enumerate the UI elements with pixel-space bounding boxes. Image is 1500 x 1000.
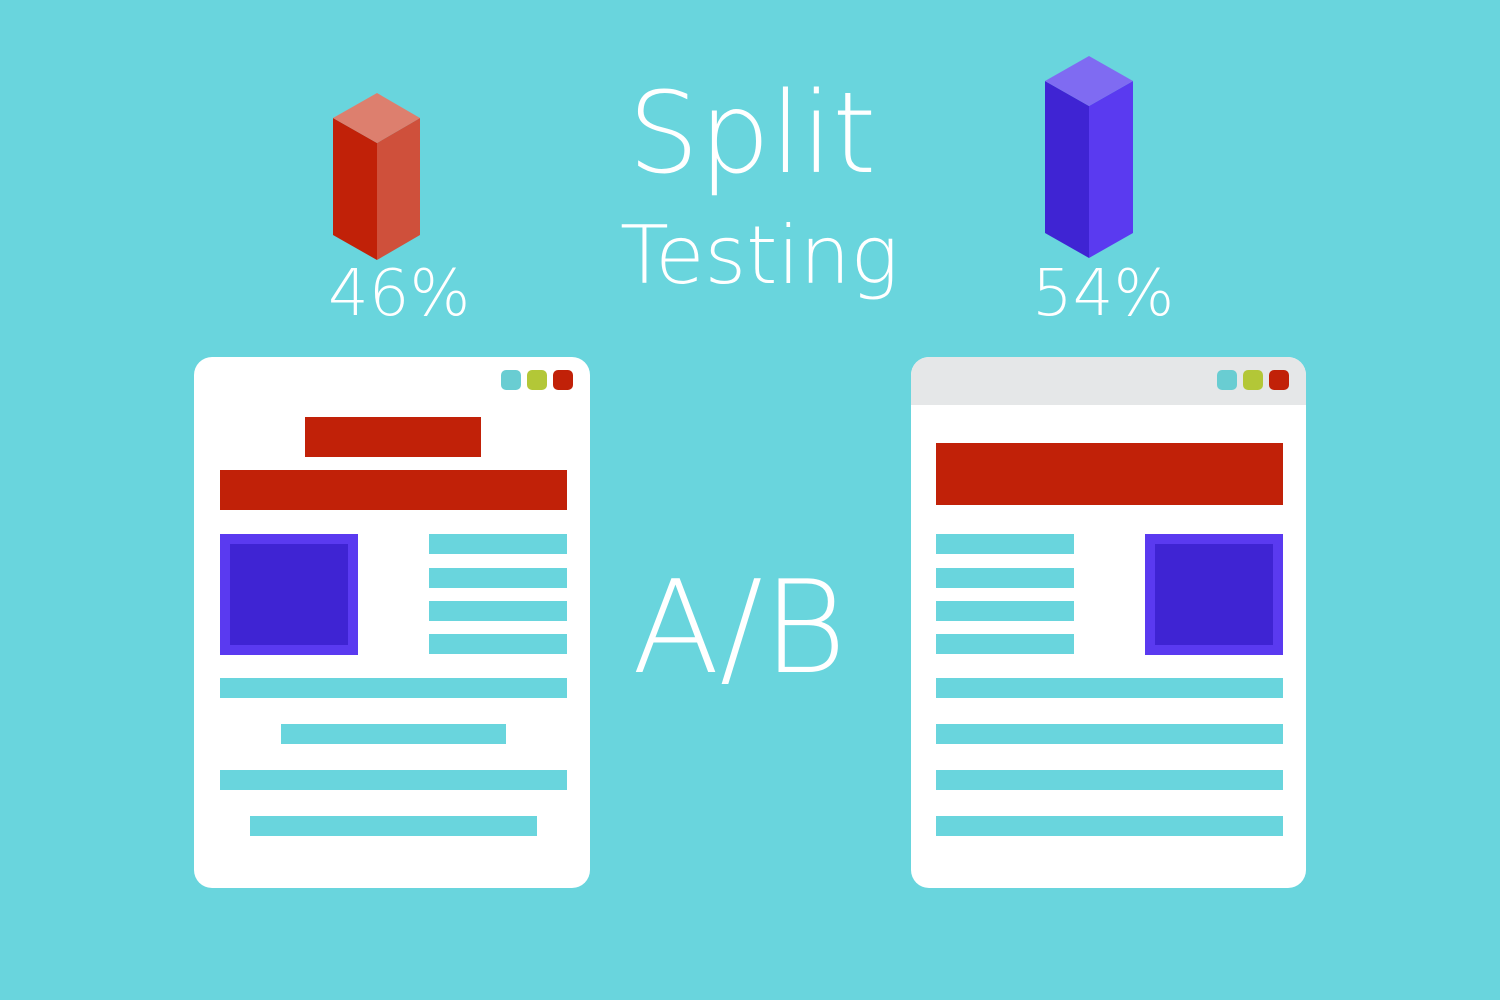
text-line	[429, 534, 567, 554]
image-block	[220, 534, 358, 655]
text-line	[250, 816, 537, 836]
text-line	[429, 568, 567, 588]
bar-prism-a	[333, 93, 420, 260]
banner-block	[936, 443, 1283, 505]
text-line	[220, 678, 567, 698]
image-block	[1145, 534, 1283, 655]
title-testing: Testing	[620, 209, 899, 302]
window-dot-icon	[501, 370, 521, 390]
window-dot-icon	[527, 370, 547, 390]
text-line	[281, 724, 506, 744]
text-line	[936, 634, 1074, 654]
percent-b: 54%	[1032, 257, 1175, 331]
window-dot-icon	[553, 370, 573, 390]
ab-label: A/B	[632, 554, 847, 703]
banner-block	[220, 470, 567, 510]
text-line	[936, 770, 1283, 790]
window-dot-icon	[1243, 370, 1263, 390]
text-line	[936, 568, 1074, 588]
percent-a: 46%	[328, 257, 471, 331]
text-line	[936, 601, 1074, 621]
headline-block	[305, 417, 481, 457]
text-line	[936, 678, 1283, 698]
title-split: Split	[628, 69, 877, 199]
text-line	[936, 724, 1283, 744]
text-line	[936, 816, 1283, 836]
text-line	[429, 634, 567, 654]
window-dot-icon	[1217, 370, 1237, 390]
variant-b-window	[911, 357, 1306, 888]
variant-a-window	[194, 357, 590, 888]
bar-prism-b	[1045, 56, 1133, 258]
text-line	[429, 601, 567, 621]
text-line	[220, 770, 567, 790]
window-header	[911, 357, 1306, 405]
text-line	[936, 534, 1074, 554]
window-dot-icon	[1269, 370, 1289, 390]
